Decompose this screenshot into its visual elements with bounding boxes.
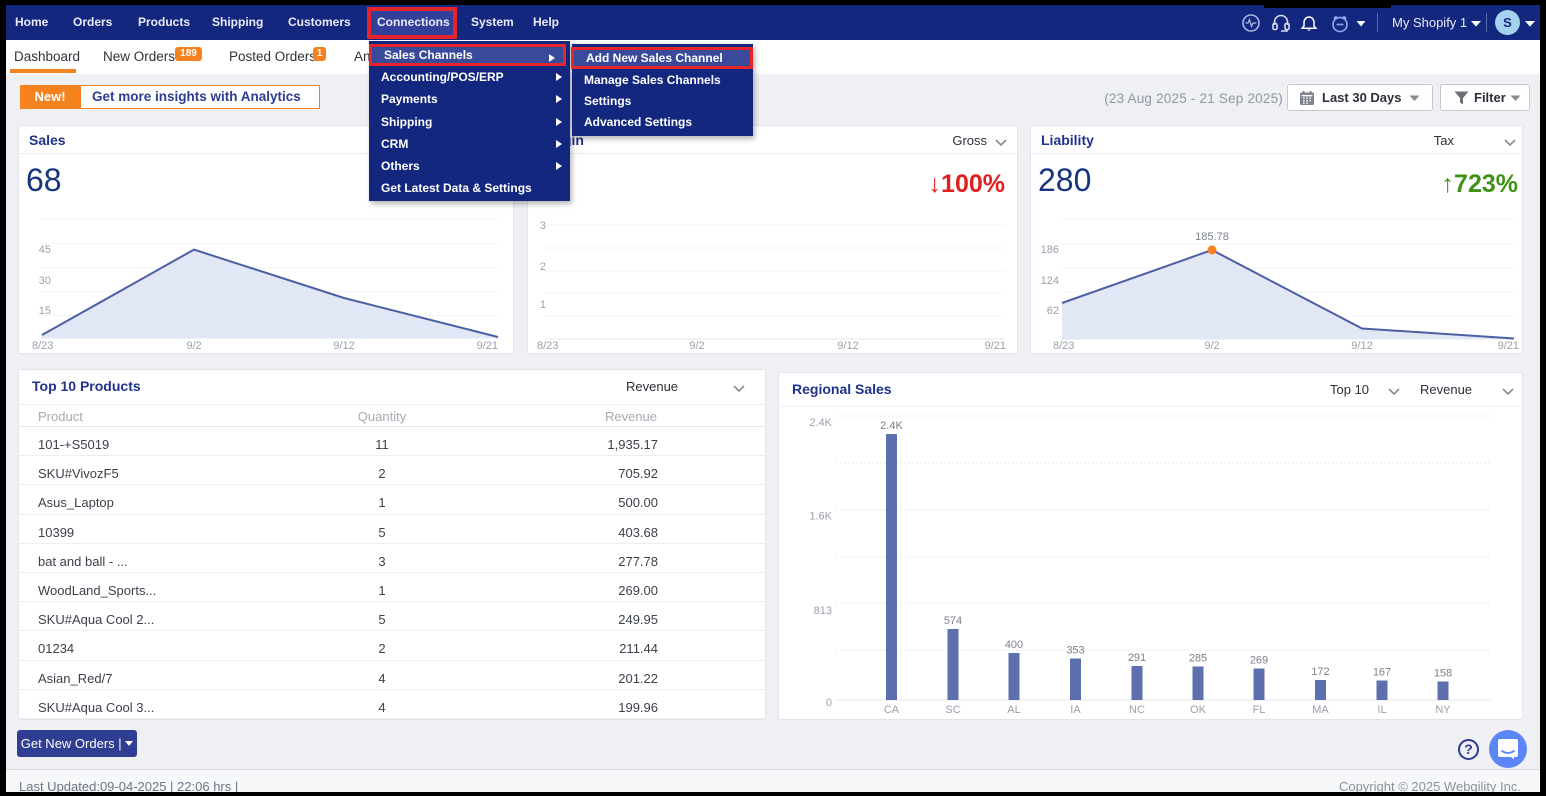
svg-text:9/21: 9/21 (477, 340, 498, 352)
svg-text:124: 124 (1041, 275, 1059, 287)
svg-text:167: 167 (1373, 667, 1391, 679)
svg-text:IA: IA (1070, 704, 1081, 716)
svg-text:OK: OK (1190, 704, 1207, 716)
svg-text:15: 15 (39, 305, 51, 317)
svg-text:186: 186 (1041, 244, 1059, 256)
svg-text:2: 2 (540, 261, 546, 273)
svg-text:FL: FL (1253, 704, 1266, 716)
svg-text:3: 3 (540, 220, 546, 232)
svg-text:8/23: 8/23 (32, 340, 53, 352)
svg-text:9/2: 9/2 (186, 340, 201, 352)
svg-text:2.4K: 2.4K (809, 417, 832, 429)
svg-text:158: 158 (1434, 668, 1452, 680)
svg-text:9/12: 9/12 (837, 340, 858, 352)
svg-text:62: 62 (1047, 305, 1059, 317)
svg-text:185.78: 185.78 (1195, 231, 1229, 243)
svg-text:0: 0 (826, 697, 832, 709)
svg-text:400: 400 (1005, 639, 1023, 651)
svg-text:45: 45 (39, 244, 51, 256)
svg-text:NY: NY (1435, 704, 1451, 716)
svg-text:IL: IL (1377, 704, 1386, 716)
svg-text:1: 1 (540, 299, 546, 311)
svg-text:AL: AL (1007, 704, 1020, 716)
svg-text:291: 291 (1128, 652, 1146, 664)
svg-text:2.4K: 2.4K (880, 420, 903, 432)
svg-text:NC: NC (1129, 704, 1145, 716)
svg-text:9/21: 9/21 (985, 340, 1006, 352)
svg-text:8/23: 8/23 (1053, 340, 1074, 352)
svg-text:30: 30 (39, 275, 51, 287)
svg-text:172: 172 (1311, 666, 1329, 678)
svg-text:9/2: 9/2 (1204, 340, 1219, 352)
svg-text:1.6K: 1.6K (809, 511, 832, 523)
svg-text:269: 269 (1250, 655, 1268, 667)
svg-text:8/23: 8/23 (537, 340, 558, 352)
svg-text:285: 285 (1189, 653, 1207, 665)
svg-text:9/12: 9/12 (333, 340, 354, 352)
svg-text:MA: MA (1312, 704, 1329, 716)
svg-text:SC: SC (945, 704, 960, 716)
svg-text:9/12: 9/12 (1351, 340, 1372, 352)
svg-text:9/2: 9/2 (689, 340, 704, 352)
svg-text:CA: CA (884, 704, 900, 716)
svg-text:813: 813 (814, 605, 832, 617)
svg-text:353: 353 (1066, 645, 1084, 657)
svg-text:9/21: 9/21 (1498, 340, 1519, 352)
svg-text:574: 574 (944, 615, 962, 627)
